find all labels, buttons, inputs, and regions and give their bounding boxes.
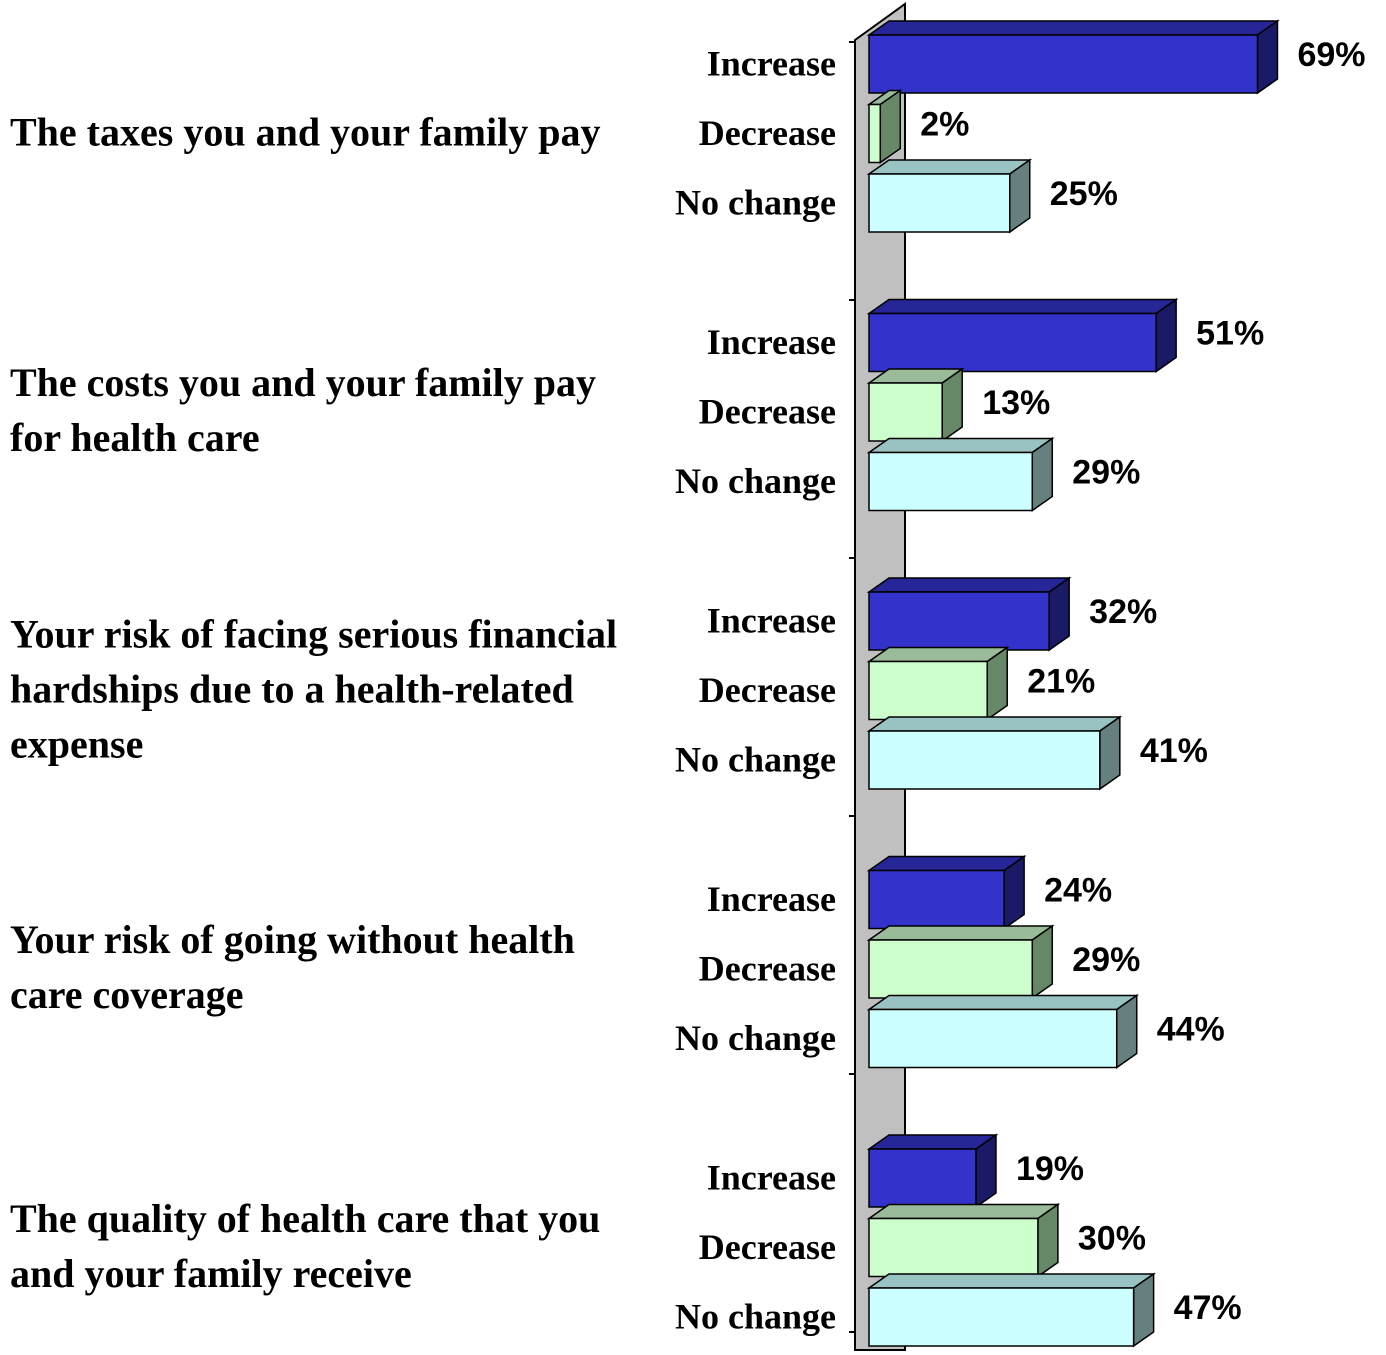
category-label: Increase xyxy=(707,879,836,919)
bar-increase-top xyxy=(866,855,1027,872)
data-label: 51% xyxy=(1196,314,1264,352)
data-label: 21% xyxy=(1027,662,1095,700)
data-label: 24% xyxy=(1044,871,1112,909)
category-label: Increase xyxy=(707,1157,836,1197)
group-label: Your risk of going without health care c… xyxy=(10,917,575,1017)
data-label: 44% xyxy=(1157,1010,1225,1048)
bar-no-change-top xyxy=(866,716,1123,732)
data-label: 47% xyxy=(1174,1289,1242,1327)
category-label: No change xyxy=(675,1018,836,1058)
category-label: Decrease xyxy=(699,1227,836,1267)
bar-decrease-top xyxy=(866,1203,1061,1220)
data-label: 69% xyxy=(1297,36,1365,74)
category-label: Decrease xyxy=(699,113,836,153)
bar-no-change xyxy=(868,730,1101,790)
bar-no-change xyxy=(868,451,1034,512)
data-label: 25% xyxy=(1050,175,1118,213)
group-label: The quality of health care that you and … xyxy=(10,1195,601,1296)
data-label: 32% xyxy=(1089,593,1157,631)
data-label: 29% xyxy=(1072,941,1140,979)
category-label: No change xyxy=(675,461,836,501)
category-label: No change xyxy=(675,182,836,222)
category-label: No change xyxy=(675,739,836,779)
bar-decrease xyxy=(868,660,988,721)
bar-decrease xyxy=(868,103,882,164)
category-label: Increase xyxy=(707,322,836,362)
bar-increase-top xyxy=(866,20,1280,36)
data-label: 29% xyxy=(1072,453,1140,491)
bar-increase-top xyxy=(866,1134,999,1150)
bar-no-change-top xyxy=(866,437,1055,454)
bar-increase-top xyxy=(866,577,1072,593)
bar-no-change xyxy=(868,1008,1118,1069)
bar-decrease-top xyxy=(866,925,1055,941)
category-label: Decrease xyxy=(699,670,836,710)
data-label: 13% xyxy=(982,384,1050,422)
bar-no-change-top xyxy=(866,159,1033,175)
category-label: Increase xyxy=(707,43,836,83)
group-label: The taxes you and your family pay xyxy=(10,109,601,154)
bar-decrease xyxy=(868,939,1034,999)
bar-increase xyxy=(868,1148,977,1208)
data-label: 41% xyxy=(1140,732,1208,770)
group-label: The costs you and your family pay for he… xyxy=(10,360,597,460)
bar-increase xyxy=(868,591,1050,651)
category-label: Increase xyxy=(707,600,836,640)
bar-decrease xyxy=(868,1217,1039,1278)
category-label: Decrease xyxy=(699,391,836,431)
data-label: 19% xyxy=(1016,1150,1084,1188)
bar-no-change xyxy=(868,1287,1135,1347)
bar-no-change-top xyxy=(866,1273,1156,1289)
data-label: 30% xyxy=(1078,1219,1146,1257)
category-label: Decrease xyxy=(699,948,836,988)
bar-increase-top xyxy=(866,298,1179,315)
bar-increase xyxy=(868,312,1157,373)
category-label: No change xyxy=(675,1296,836,1336)
group-labels: The taxes you and your family pay The cos… xyxy=(0,0,640,1355)
bar-increase xyxy=(868,869,1005,930)
bar-decrease-top xyxy=(866,646,1010,663)
bar-increase xyxy=(868,34,1259,94)
group-label: Your risk of facing serious financial ha… xyxy=(10,611,618,766)
bar-no-change xyxy=(868,173,1011,233)
data-label: 2% xyxy=(920,105,969,143)
bar-decrease xyxy=(868,382,943,442)
bar-no-change-top xyxy=(866,994,1140,1011)
